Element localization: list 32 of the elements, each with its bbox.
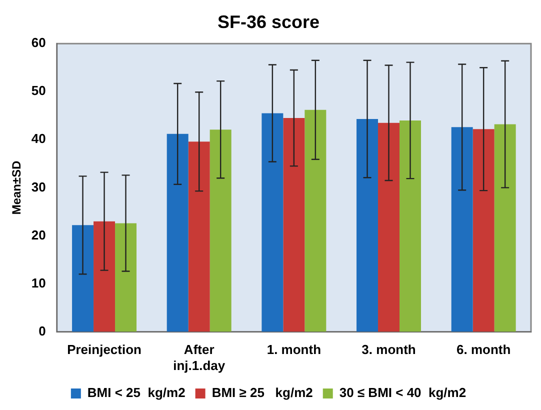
bar (188, 142, 210, 332)
legend-label: 30 ≤ BMI < 40 kg/m2 (339, 385, 466, 400)
x-tick-label: After inj.1.day (173, 342, 226, 373)
y-tick-label: 0 (38, 323, 46, 338)
legend-label: BMI < 25 kg/m2 (87, 385, 186, 400)
chart-title: SF-36 score (217, 12, 320, 32)
bar (283, 118, 305, 332)
y-tick-label: 20 (31, 227, 46, 242)
y-tick-label: 10 (31, 275, 46, 290)
bar (304, 110, 326, 332)
y-tick-label: 30 (31, 179, 46, 194)
y-tick-label: 40 (31, 131, 46, 146)
bar (262, 113, 284, 332)
x-tick-label: 1. month (266, 342, 322, 358)
legend-label: BMI ≥ 25 kg/m2 (212, 385, 313, 400)
x-tick-label: 3. month (362, 342, 416, 358)
bar (472, 129, 494, 332)
bar (451, 127, 473, 332)
bar (400, 120, 421, 332)
y-tick-label: 50 (31, 83, 46, 98)
bar (166, 134, 188, 332)
bar (356, 119, 378, 332)
bar (494, 124, 516, 332)
x-tick-label: Preinjection (67, 342, 142, 358)
y-axis-title: Mean±SD (10, 160, 24, 215)
x-tick-label: 6. month (456, 342, 511, 358)
y-tick-label: 60 (31, 35, 46, 50)
bar (115, 223, 137, 332)
bar (94, 221, 116, 332)
bar (378, 122, 400, 332)
bar (210, 130, 232, 332)
bar (72, 225, 94, 332)
